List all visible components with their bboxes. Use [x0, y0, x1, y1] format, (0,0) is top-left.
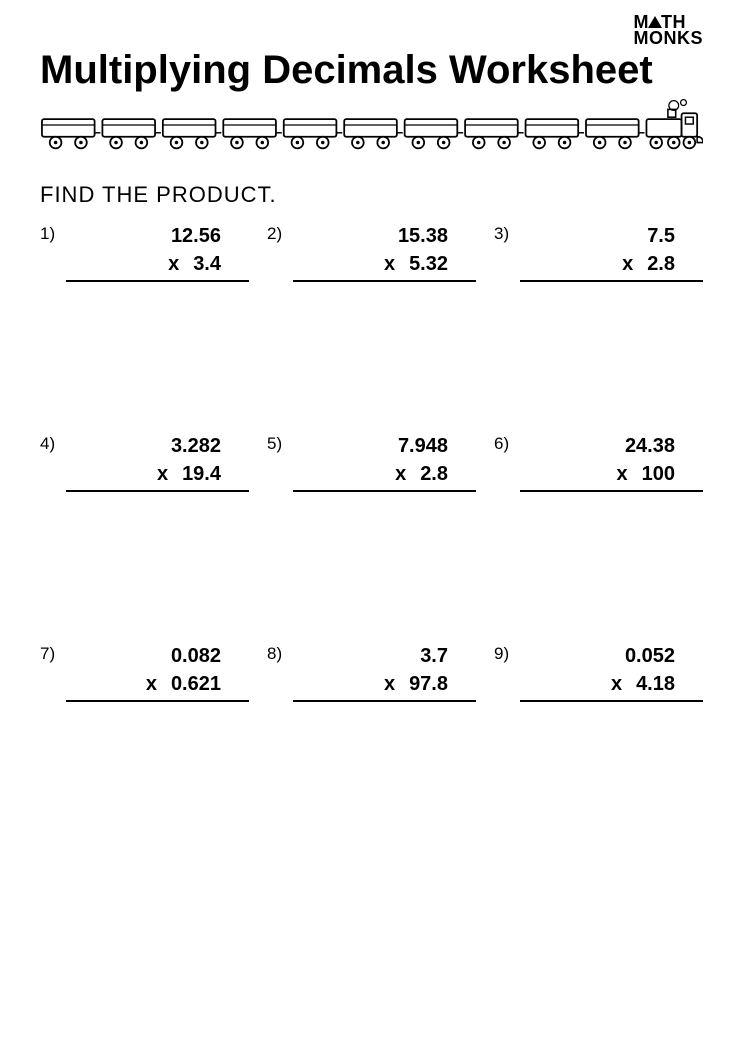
problem: 1) 12.56 x 3.4 — [40, 222, 249, 282]
instruction-text: find the product. — [40, 182, 703, 208]
multiply-symbol: x — [384, 673, 395, 696]
answer-rule — [66, 280, 249, 282]
multiplicand: 15.38 — [293, 222, 476, 250]
multiplier-row: x 4.18 — [520, 670, 703, 698]
multiplier: 97.8 — [409, 673, 448, 696]
answer-rule — [66, 490, 249, 492]
multiply-symbol: x — [622, 253, 633, 276]
problem-number: 3) — [494, 222, 520, 244]
multiply-symbol: x — [146, 673, 157, 696]
multiply-symbol: x — [611, 673, 622, 696]
multiplier-row: x 19.4 — [66, 460, 249, 488]
problem-stack: 0.082 x 0.621 — [66, 642, 249, 702]
multiply-symbol: x — [384, 253, 395, 276]
answer-rule — [520, 700, 703, 702]
problem: 6) 24.38 x 100 — [494, 432, 703, 492]
problem-stack: 3.282 x 19.4 — [66, 432, 249, 492]
problem-stack: 15.38 x 5.32 — [293, 222, 476, 282]
answer-rule — [66, 700, 249, 702]
multiplicand: 0.082 — [66, 642, 249, 670]
answer-rule — [520, 490, 703, 492]
train-icon — [40, 99, 703, 151]
multiply-symbol: x — [157, 463, 168, 486]
multiplicand: 3.7 — [293, 642, 476, 670]
multiplicand: 24.38 — [520, 432, 703, 460]
multiplier: 5.32 — [409, 253, 448, 276]
multiplicand: 0.052 — [520, 642, 703, 670]
answer-rule — [520, 280, 703, 282]
multiplier: 3.4 — [193, 253, 221, 276]
multiplier-row: x 100 — [520, 460, 703, 488]
multiplicand: 7.948 — [293, 432, 476, 460]
problem-stack: 0.052 x 4.18 — [520, 642, 703, 702]
problem: 8) 3.7 x 97.8 — [267, 642, 476, 702]
problem-stack: 7.948 x 2.8 — [293, 432, 476, 492]
answer-rule — [293, 490, 476, 492]
multiplier-row: x 2.8 — [520, 250, 703, 278]
multiplier: 100 — [642, 463, 675, 486]
problem: 9) 0.052 x 4.18 — [494, 642, 703, 702]
multiplier: 4.18 — [636, 673, 675, 696]
problem: 5) 7.948 x 2.8 — [267, 432, 476, 492]
answer-rule — [293, 700, 476, 702]
problem-number: 1) — [40, 222, 66, 244]
problem-number: 7) — [40, 642, 66, 664]
multiplier: 0.621 — [171, 673, 221, 696]
multiplier-row: x 3.4 — [66, 250, 249, 278]
problem-stack: 12.56 x 3.4 — [66, 222, 249, 282]
problem-stack: 24.38 x 100 — [520, 432, 703, 492]
problem-number: 6) — [494, 432, 520, 454]
logo-triangle-icon — [648, 16, 662, 28]
brand-logo: MTH MONKS — [634, 14, 704, 46]
problems-grid: 1) 12.56 x 3.4 2) 15.38 x 5.32 3) 7.5 x … — [40, 222, 703, 702]
multiplier-row: x 0.621 — [66, 670, 249, 698]
problem-number: 4) — [40, 432, 66, 454]
multiplier-row: x 97.8 — [293, 670, 476, 698]
multiply-symbol: x — [168, 253, 179, 276]
problem-number: 2) — [267, 222, 293, 244]
problem-stack: 3.7 x 97.8 — [293, 642, 476, 702]
answer-rule — [293, 280, 476, 282]
problem-stack: 7.5 x 2.8 — [520, 222, 703, 282]
multiplicand: 7.5 — [520, 222, 703, 250]
multiplier: 2.8 — [420, 463, 448, 486]
multiplier: 2.8 — [647, 253, 675, 276]
multiplicand: 3.282 — [66, 432, 249, 460]
multiplier-row: x 2.8 — [293, 460, 476, 488]
problem: 4) 3.282 x 19.4 — [40, 432, 249, 492]
problem-number: 9) — [494, 642, 520, 664]
multiplier-row: x 5.32 — [293, 250, 476, 278]
problem: 7) 0.082 x 0.621 — [40, 642, 249, 702]
problem: 2) 15.38 x 5.32 — [267, 222, 476, 282]
problem: 3) 7.5 x 2.8 — [494, 222, 703, 282]
problem-number: 5) — [267, 432, 293, 454]
page-title: Multiplying Decimals Worksheet — [40, 48, 703, 93]
multiply-symbol: x — [617, 463, 628, 486]
multiplier: 19.4 — [182, 463, 221, 486]
logo-line2: MONKS — [634, 30, 704, 46]
multiply-symbol: x — [395, 463, 406, 486]
multiplicand: 12.56 — [66, 222, 249, 250]
problem-number: 8) — [267, 642, 293, 664]
